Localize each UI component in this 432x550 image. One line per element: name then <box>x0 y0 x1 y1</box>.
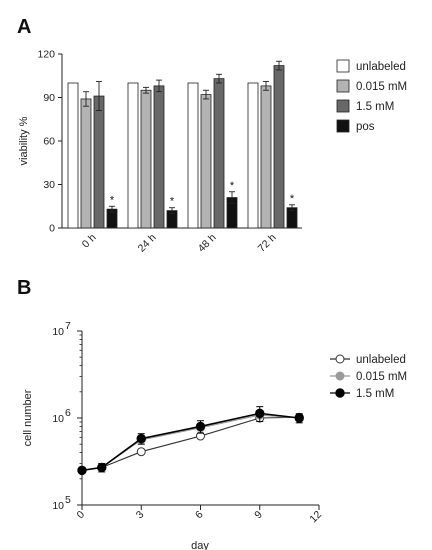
bar-0-h-unlabeled <box>67 82 79 229</box>
legend-item-1-5-mm: 1.5 mM <box>330 388 394 400</box>
legend-swatch <box>336 119 350 133</box>
legend-swatch <box>336 59 350 73</box>
chart-b-x-axis-label: day <box>191 540 209 550</box>
bar-0-h-1-5-mm <box>93 95 105 229</box>
tick-label-exponent: 6 <box>65 407 71 419</box>
legend-swatch <box>336 99 350 113</box>
tick-label-base: 10 <box>52 413 64 425</box>
chart-b-x-ticks: 0 3 6 9 12 <box>75 505 324 526</box>
series-0-015-mm <box>77 410 304 475</box>
chart-a-y-tick-label: 60 <box>43 136 55 148</box>
legend-label: 0.015 mM <box>356 81 407 93</box>
legend-label: unlabeled <box>356 61 406 73</box>
chart-b-x-tick-label: 3 <box>134 509 147 522</box>
bar-24-h-1-5-mm <box>153 85 165 229</box>
significance-asterisk: * <box>230 180 235 192</box>
chart-a-x-tick-label: 0 h <box>80 232 99 251</box>
data-point-1-5-mm <box>195 421 206 432</box>
bar-72-h-0-015-mm <box>260 85 272 229</box>
chart-a-error-bars <box>83 60 295 214</box>
significance-asterisk: * <box>170 196 175 208</box>
tick-label-base: 10 <box>52 500 64 512</box>
chart-b-y-tick-label: 10 7 <box>52 320 71 338</box>
chart-a-bars <box>67 65 298 229</box>
bar-48-h-0-015-mm <box>200 94 212 229</box>
legend-swatch <box>336 79 350 93</box>
chart-b-x-tick-label: 0 <box>75 509 88 522</box>
bar-0-h-0-015-mm <box>80 98 92 229</box>
legend-label: 1.5 mM <box>356 101 394 113</box>
chart-b-x-tick-label: 6 <box>193 509 206 522</box>
legend-label: 1.5 mM <box>356 388 394 400</box>
chart-a-y-axis-label: viability % <box>18 116 30 165</box>
bar-24-h-unlabeled <box>127 82 139 229</box>
legend-label: unlabeled <box>356 354 406 366</box>
chart-a-annotations: * * * * <box>110 180 295 208</box>
chart-b-x-tick-label: 12 <box>307 509 324 526</box>
series-line-unlabeled <box>81 416 300 471</box>
legend-marker <box>335 388 345 398</box>
chart-a-y-ticks: 0 30 60 90 120 <box>37 49 62 235</box>
legend-item-pos: pos <box>336 119 375 133</box>
bar-48-h-unlabeled <box>187 82 199 229</box>
legend-item-unlabeled: unlabeled <box>330 354 406 366</box>
chart-a-x-tick-label: 24 h <box>136 232 159 255</box>
legend-item-unlabeled: unlabeled <box>336 59 406 73</box>
bar-48-h-1-5-mm <box>213 78 225 229</box>
data-point-1-5-mm <box>77 465 87 476</box>
chart-a-x-tick-label: 72 h <box>256 232 279 255</box>
significance-asterisk: * <box>290 193 295 205</box>
legend-label: 0.015 mM <box>356 371 407 383</box>
chart-b-series <box>77 406 304 476</box>
tick-label-base: 10 <box>52 326 64 338</box>
significance-asterisk: * <box>110 194 115 206</box>
legend-marker <box>335 354 345 364</box>
tick-label-exponent: 5 <box>65 494 71 506</box>
legend-item-1-5-mm: 1.5 mM <box>336 99 394 113</box>
viability-bar-chart: 0 30 60 90 120 * * * * 0 h 24 h 48 h 72 h viabilit… <box>18 49 407 255</box>
legend-item-0-015-mm: 0.015 mM <box>330 371 407 383</box>
chart-a-y-tick-label: 0 <box>49 223 55 235</box>
data-point-1-5-mm <box>136 433 146 444</box>
panel-b-label: B <box>17 277 31 299</box>
data-point-unlabeled <box>136 447 146 457</box>
data-point-1-5-mm <box>255 408 265 419</box>
bar-24-h-0-015-mm <box>140 89 152 229</box>
chart-a-legend: unlabeled 0.015 mM 1.5 mM pos <box>336 59 407 133</box>
chart-a-y-tick-label: 120 <box>37 49 55 61</box>
data-point-1-5-mm <box>97 462 107 473</box>
chart-a-x-ticks: 0 h 24 h 48 h 72 h <box>80 232 279 255</box>
data-point-1-5-mm <box>294 413 304 423</box>
legend-marker <box>335 371 345 381</box>
chart-b-x-tick-label: 9 <box>252 509 265 522</box>
panel-a-label: A <box>17 16 31 38</box>
legend-item-0-015-mm: 0.015 mM <box>336 79 407 93</box>
chart-b-legend: unlabeled 0.015 mM 1.5 mM <box>330 354 407 400</box>
chart-b-y-tick-label: 10 6 <box>52 407 71 425</box>
tick-label-exponent: 7 <box>65 320 71 332</box>
legend-label: pos <box>356 121 375 133</box>
bar-72-h-1-5-mm <box>273 65 285 229</box>
series-unlabeled <box>77 412 304 475</box>
chart-a-x-tick-label: 48 h <box>196 232 219 255</box>
series-1-5-mm <box>77 406 304 476</box>
chart-b-y-axis-label: cell number <box>22 389 34 446</box>
bar-72-h-unlabeled <box>247 82 259 229</box>
chart-b-y-tick-label: 10 5 <box>52 494 71 512</box>
chart-a-y-tick-label: 90 <box>43 92 55 104</box>
chart-a-y-tick-label: 30 <box>43 179 55 191</box>
